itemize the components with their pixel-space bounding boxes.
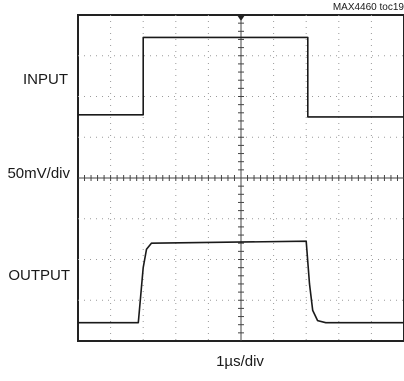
grid [78, 15, 404, 341]
output-trace [78, 240, 404, 324]
trigger-marker [237, 15, 245, 21]
vertical-scale-label: 50mV/div [7, 165, 70, 182]
output-channel-label: OUTPUT [8, 267, 70, 284]
traces [78, 36, 404, 324]
time-scale-label: 1µs/div [216, 353, 264, 370]
input-trace [78, 36, 404, 118]
figure-reference-label: MAX4460 toc19 [333, 2, 404, 13]
input-channel-label: INPUT [23, 71, 68, 88]
